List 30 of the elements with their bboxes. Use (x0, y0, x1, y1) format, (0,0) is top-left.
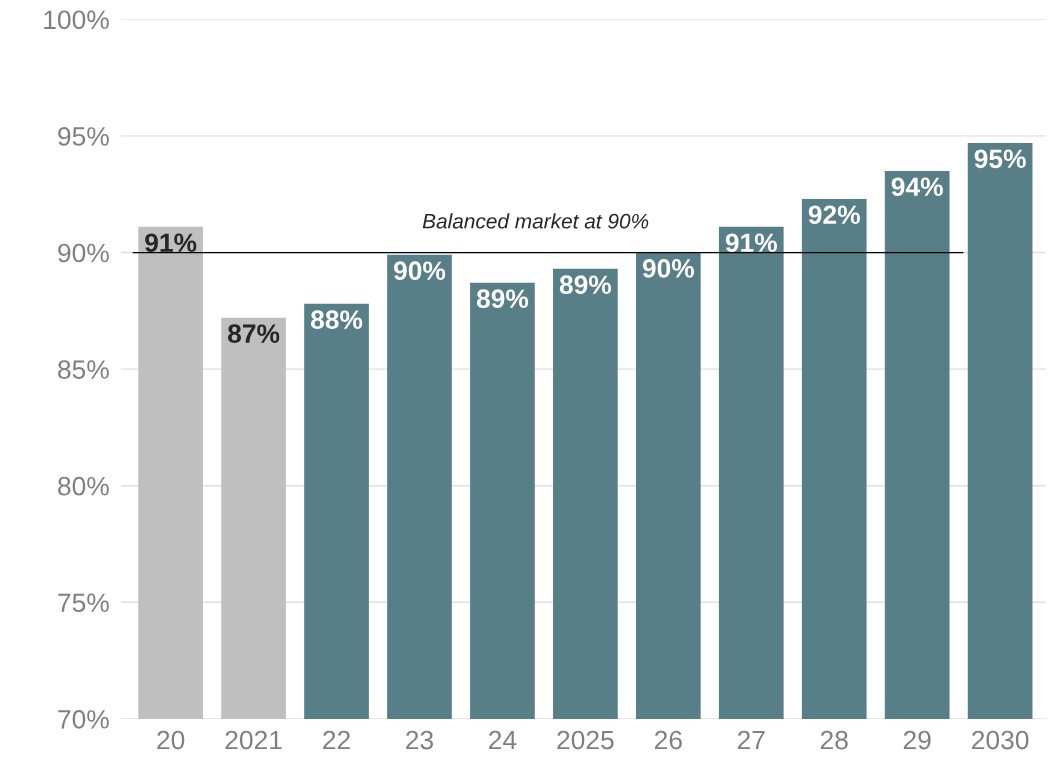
data-label: 95% (974, 149, 1026, 169)
y-tick-label: 85% (58, 360, 109, 379)
y-tick-label: 95% (58, 127, 109, 146)
data-label: 90% (642, 259, 695, 278)
data-label: 91% (145, 233, 197, 253)
x-tick-label: 22 (323, 730, 350, 750)
data-label: 90% (393, 261, 446, 281)
ref-line-label: Balanced market at 90% (422, 213, 649, 229)
data-label: 87% (228, 324, 280, 344)
data-label: 91% (725, 233, 777, 253)
x-tick-label: 23 (406, 730, 433, 750)
x-tick-label: 24 (489, 730, 517, 750)
y-tick-label: 75% (58, 593, 109, 613)
data-label: 92% (808, 205, 860, 225)
x-tick-label: 26 (654, 730, 682, 750)
x-tick-label: 29 (903, 730, 931, 750)
x-tick-label: 28 (820, 730, 848, 750)
x-tick-label: 20 (157, 730, 185, 750)
y-tick-label: 70% (58, 710, 109, 729)
x-tick-label: 2030 (972, 730, 1029, 750)
x-tick-label: 2025 (557, 730, 614, 750)
x-tick-label: 2021 (225, 730, 282, 750)
y-tick-label: 100% (44, 10, 109, 30)
y-tick-label: 90% (58, 243, 109, 263)
data-label: 88% (310, 310, 363, 330)
x-tick-label: 27 (737, 730, 765, 750)
data-label: 94% (891, 177, 943, 197)
data-label: 89% (559, 275, 612, 295)
data-label: 89% (476, 289, 529, 309)
y-tick-label: 80% (58, 476, 109, 496)
